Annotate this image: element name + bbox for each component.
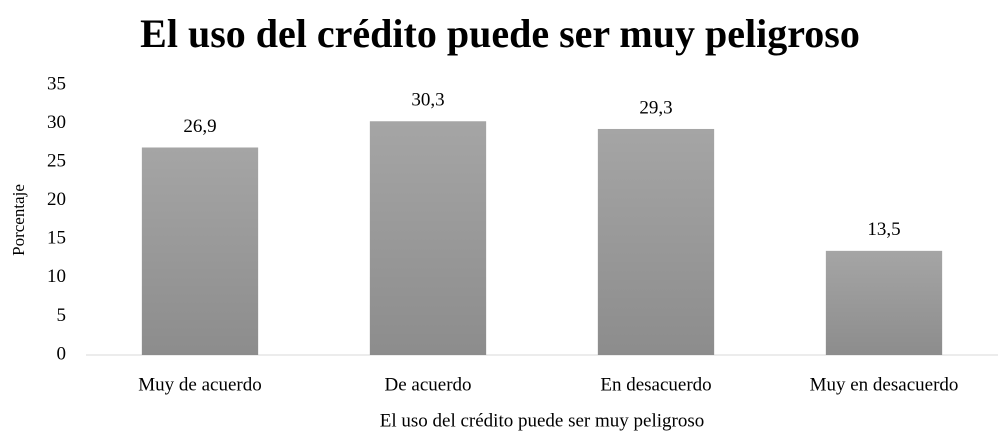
x-tick-label: Muy en desacuerdo (810, 374, 959, 395)
y-tick-label: 5 (57, 305, 67, 326)
value-label: 26,9 (183, 116, 216, 137)
value-label: 30,3 (411, 90, 444, 111)
chart-title: El uso del crédito puede ser muy peligro… (140, 11, 860, 56)
y-tick-label: 10 (47, 266, 66, 287)
bar-shade (369, 121, 487, 355)
x-tick-label: De acuerdo (384, 374, 471, 395)
value-label: 29,3 (639, 97, 672, 118)
x-tick-label: En desacuerdo (600, 374, 711, 395)
value-label: 13,5 (867, 219, 900, 240)
y-tick-label: 30 (47, 112, 66, 133)
bar-shade (825, 250, 943, 355)
y-tick-label: 15 (47, 228, 66, 249)
bar-shade (597, 128, 715, 355)
y-tick-label: 35 (47, 73, 66, 94)
y-axis-label: Porcentaje (9, 184, 28, 256)
x-tick-label: Muy de acuerdo (138, 374, 261, 395)
y-tick-label: 25 (47, 151, 66, 172)
y-tick-label: 0 (57, 343, 67, 364)
y-tick-label: 20 (47, 189, 66, 210)
bar-shade (141, 147, 259, 355)
x-axis-label: El uso del crédito puede ser muy peligro… (380, 410, 705, 431)
